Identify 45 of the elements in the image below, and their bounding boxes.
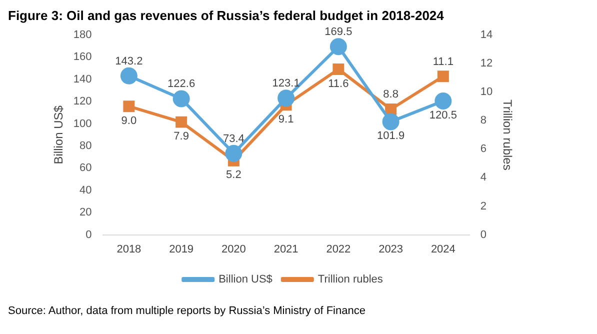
y-tick-label: 160 — [73, 51, 92, 64]
y-tick-label: 40 — [80, 184, 92, 196]
chart-title: Figure 3: Oil and gas revenues of Russia’s federal budget in 2018-2024 — [8, 8, 445, 23]
y-tick-label: 100 — [73, 118, 92, 130]
x-tick-label: 2024 — [430, 243, 456, 256]
x-tick-label: 2023 — [378, 243, 404, 256]
y2-tick-label: 6 — [480, 143, 486, 156]
y-tick-label: 60 — [80, 162, 92, 174]
x-tick-label: 2019 — [169, 243, 194, 256]
y-tick-label: 20 — [80, 206, 92, 219]
x-tick-label: 2021 — [274, 243, 298, 256]
y2-tick-label: 10 — [480, 86, 493, 98]
x-tick-label: 2018 — [116, 243, 142, 256]
data-label: 11.6 — [328, 78, 349, 90]
x-tick-label: 2022 — [326, 243, 351, 256]
y2-tick-label: 8 — [480, 114, 486, 127]
data-label: 101.9 — [377, 130, 405, 142]
y2-axis-title: Trillion rubles — [500, 99, 514, 170]
y2-tick-label: 4 — [480, 172, 486, 184]
y-tick-label: 0 — [86, 228, 92, 241]
y2-tick-label: 12 — [480, 58, 493, 70]
data-label: 11.1 — [432, 56, 454, 68]
data-label: 8.8 — [383, 88, 398, 101]
y2-tick-label: 0 — [480, 228, 486, 241]
data-label: 7.9 — [174, 130, 189, 143]
y-axis-title: Billion US$ — [52, 105, 66, 164]
y-tick-label: 80 — [80, 140, 92, 152]
y-tick-label: 120 — [73, 96, 92, 108]
data-label: 169.5 — [324, 26, 352, 38]
source-note: Source: Author, data from multiple reports by Russia’s Ministry of Finance — [8, 305, 366, 317]
y2-tick-label: 2 — [480, 200, 486, 212]
legend-label: Billion US$ — [218, 274, 272, 286]
legend-label: Trillion rubles — [318, 274, 384, 286]
data-label: 122.6 — [168, 78, 196, 90]
data-label: 143.2 — [115, 55, 143, 68]
y2-tick-label: 14 — [480, 29, 493, 42]
data-label: 9.1 — [278, 113, 294, 126]
data-label: 73.4 — [222, 132, 244, 145]
data-label: 123.1 — [272, 78, 300, 90]
data-label: 5.2 — [226, 169, 242, 182]
y-tick-label: 140 — [73, 73, 92, 86]
data-label: 120.5 — [429, 110, 457, 122]
y-tick-label: 180 — [73, 29, 92, 42]
data-label: 9.0 — [121, 114, 137, 127]
x-tick-label: 2020 — [221, 243, 246, 256]
